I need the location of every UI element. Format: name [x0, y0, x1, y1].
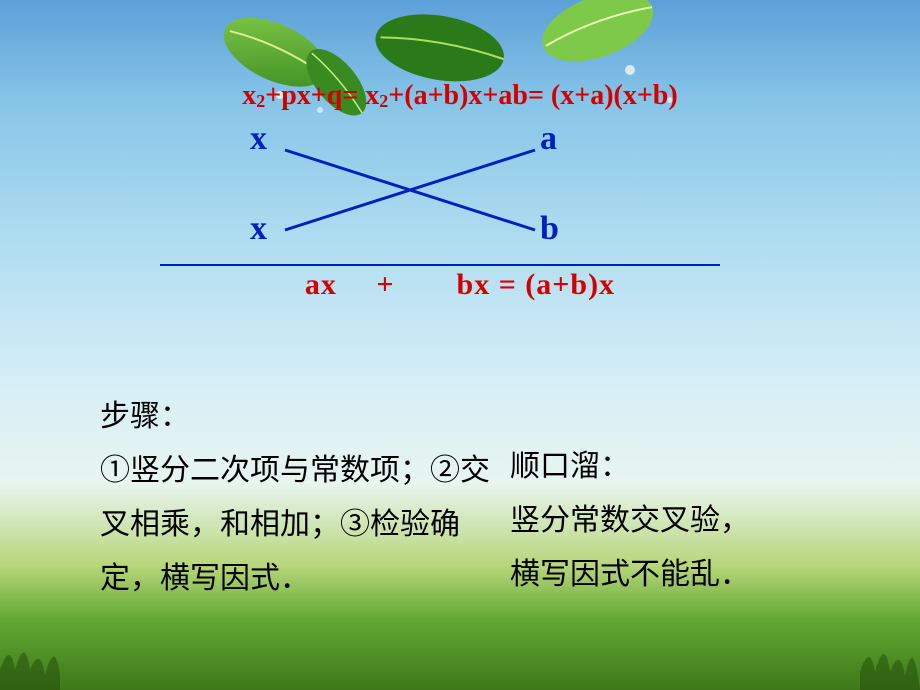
diagram-bottom-right: b [540, 210, 559, 248]
diagram-top-left: x [250, 120, 267, 158]
rhyme-block: 顺口溜： 竖分常数交叉验， 横写因式不能乱． [510, 440, 870, 602]
cross-lines [190, 110, 730, 270]
formula-part2: x2+(a+b)x+ab= [365, 80, 544, 111]
steps-title: 步骤： [100, 390, 500, 444]
rhyme-title: 顺口溜： [510, 440, 870, 494]
diagram-top-right: a [540, 120, 557, 158]
formula-part3: (x+a)(x+b) [551, 80, 678, 111]
formula-equation: x2+px+q= x2+(a+b)x+ab= (x+a)(x+b) [0, 80, 920, 112]
rhyme-line1: 竖分常数交叉验， [510, 494, 870, 548]
content: x2+px+q= x2+(a+b)x+ab= (x+a)(x+b) x a x … [0, 0, 920, 690]
rhyme-line2: 横写因式不能乱． [510, 548, 870, 602]
divider-line [160, 264, 720, 266]
diagram-bottom-left: x [250, 210, 267, 248]
slide: x2+px+q= x2+(a+b)x+ab= (x+a)(x+b) x a x … [0, 0, 920, 690]
steps-body: ①竖分二次项与常数项；②交叉相乘，和相加；③检验确定，横写因式． [100, 444, 500, 606]
bottom-formula: ax + bx = (a+b)x [0, 268, 920, 302]
formula-part1: x2+px+q= [242, 80, 358, 111]
steps-block: 步骤： ①竖分二次项与常数项；②交叉相乘，和相加；③检验确定，横写因式． [100, 390, 500, 606]
